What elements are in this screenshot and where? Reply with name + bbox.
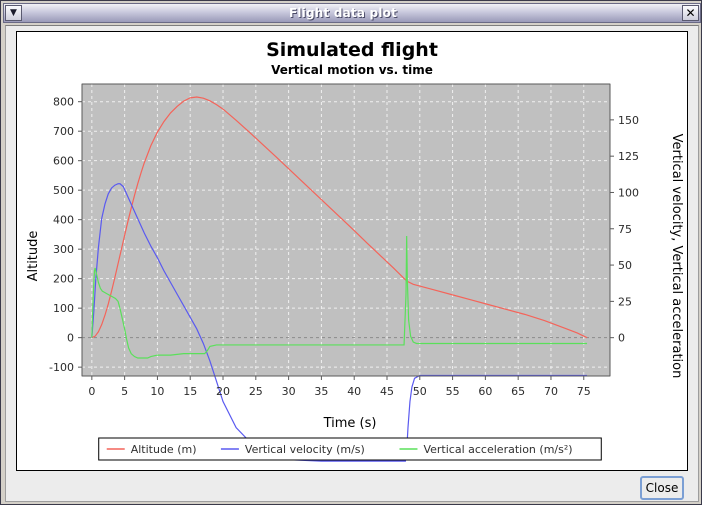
y-right-tick-label: 0 xyxy=(618,332,625,345)
window-titlebar: ▼ Flight data plot ✕ xyxy=(3,3,701,23)
y-left-tick-label: -100 xyxy=(49,361,74,374)
series-line-1 xyxy=(91,183,588,462)
y-left-tick-label: 400 xyxy=(53,214,74,227)
x-tick-label: 50 xyxy=(413,385,427,398)
chart-legend: Altitude (m) Vertical velocity (m/s) Verti… xyxy=(98,437,602,461)
x-tick-label: 55 xyxy=(446,385,460,398)
y-axis-right-title: Vertical velocity, Vertical acceleration xyxy=(669,134,684,379)
y-right-tick-label: 75 xyxy=(618,223,632,236)
close-button[interactable]: Close xyxy=(640,476,684,500)
x-tick-label: 15 xyxy=(183,385,197,398)
y-left-tick-label: 800 xyxy=(53,96,74,109)
x-tick-label: 65 xyxy=(511,385,525,398)
y-left-tick-label: 0 xyxy=(67,332,74,345)
y-right-tick-label: 25 xyxy=(618,295,632,308)
window-content: Simulated flight Vertical motion vs. tim… xyxy=(5,25,699,502)
close-icon[interactable]: ✕ xyxy=(682,5,699,21)
y-left-tick-label: 500 xyxy=(53,184,74,197)
x-tick-label: 0 xyxy=(88,385,95,398)
plot-area: -100010020030040050060070080002550751001… xyxy=(49,83,639,462)
chart-title: Simulated flight xyxy=(266,39,438,61)
x-tick-label: 20 xyxy=(216,385,230,398)
x-tick-label: 5 xyxy=(121,385,128,398)
y-left-tick-label: 100 xyxy=(53,302,74,315)
series-line-0 xyxy=(91,96,588,339)
y-right-tick-label: 100 xyxy=(618,186,639,199)
legend-label-2: Vertical acceleration (m/s²) xyxy=(423,443,572,456)
x-tick-label: 60 xyxy=(478,385,492,398)
window-title: Flight data plot xyxy=(288,6,398,20)
x-tick-label: 35 xyxy=(314,385,328,398)
x-axis-title: Time (s) xyxy=(323,416,377,431)
y-left-tick-label: 200 xyxy=(53,273,74,286)
y-right-tick-label: 125 xyxy=(618,150,639,163)
y-right-tick-label: 150 xyxy=(618,114,639,127)
x-tick-label: 10 xyxy=(150,385,164,398)
x-tick-label: 25 xyxy=(249,385,263,398)
x-tick-label: 40 xyxy=(347,385,361,398)
y-left-tick-label: 700 xyxy=(53,125,74,138)
series-line-2 xyxy=(91,236,588,359)
flight-chart[interactable]: Simulated flight Vertical motion vs. tim… xyxy=(17,32,687,470)
x-tick-label: 70 xyxy=(544,385,558,398)
legend-label-1: Vertical velocity (m/s) xyxy=(245,443,365,456)
y-left-tick-label: 300 xyxy=(53,243,74,256)
y-axis-left-title: Altitude xyxy=(26,231,41,282)
window-menu-icon[interactable]: ▼ xyxy=(5,5,22,21)
y-right-tick-label: 50 xyxy=(618,259,632,272)
legend-label-0: Altitude (m) xyxy=(131,443,197,456)
chart-subtitle: Vertical motion vs. time xyxy=(271,63,433,77)
y-left-tick-label: 600 xyxy=(53,155,74,168)
x-tick-label: 30 xyxy=(282,385,296,398)
x-tick-label: 45 xyxy=(380,385,394,398)
x-tick-label: 75 xyxy=(577,385,591,398)
chart-panel: Simulated flight Vertical motion vs. tim… xyxy=(16,31,688,471)
footer-bar: Close xyxy=(6,476,698,502)
